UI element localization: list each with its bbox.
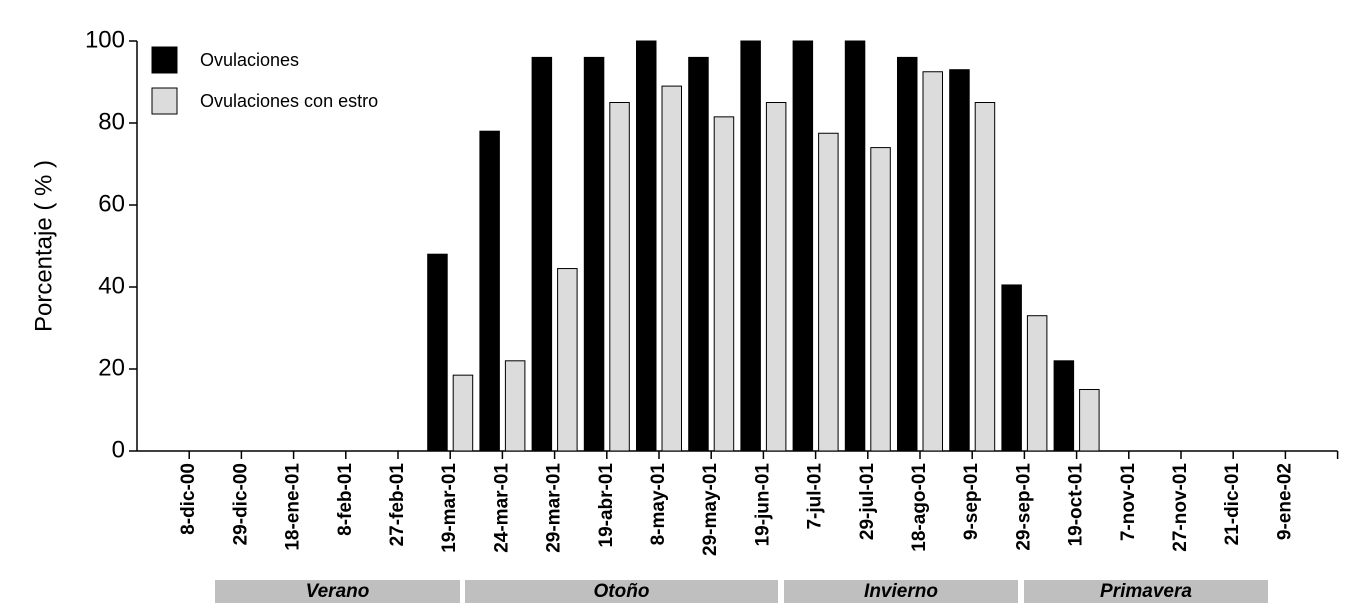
bar	[844, 40, 866, 452]
season-box	[1024, 580, 1268, 603]
bar	[974, 102, 996, 452]
bar	[557, 268, 578, 452]
bar	[1026, 315, 1048, 452]
bar	[504, 360, 526, 452]
season-box	[784, 580, 1018, 603]
y-axis-label: Porcentaje ( % )	[30, 160, 57, 332]
x-tick-label: 19-oct-01	[1066, 463, 1087, 547]
x-tick-label: 8-dic-00	[178, 463, 199, 535]
x-tick-label: 19-abr-01	[596, 463, 617, 548]
bar	[609, 102, 630, 452]
bar	[479, 130, 500, 452]
x-tick-label: 27-feb-01	[387, 463, 408, 547]
bar	[1079, 389, 1100, 452]
x-tick-label: 21-dic-01	[1222, 463, 1243, 546]
legend-label: Ovulaciones con estro	[200, 91, 378, 111]
bar	[427, 253, 448, 452]
x-tick-label: 18-ago-01	[909, 463, 930, 552]
bar	[636, 40, 657, 452]
x-tick-label: 7-nov-01	[1118, 463, 1139, 542]
x-tick-label: 19-mar-01	[439, 463, 460, 553]
y-tick-label: 100	[85, 26, 125, 53]
bar	[531, 56, 553, 452]
x-tick-label: 27-nov-01	[1170, 463, 1191, 552]
season-box	[215, 580, 460, 603]
season-label: Verano	[306, 581, 370, 602]
y-tick-label: 0	[112, 436, 125, 463]
x-tick-label: 18-ene-01	[283, 463, 304, 551]
y-tick-label: 40	[98, 272, 125, 299]
bar	[897, 56, 918, 452]
bar	[713, 116, 735, 452]
x-tick-label: 8-may-01	[648, 463, 669, 546]
season-label: Invierno	[864, 581, 938, 602]
bar	[949, 69, 970, 452]
season-label: Otoño	[594, 581, 650, 602]
x-tick-label: 19-jun-01	[752, 463, 773, 547]
bar	[922, 71, 943, 452]
x-tick-label: 24-mar-01	[491, 463, 512, 553]
legend-label: Ovulaciones	[200, 50, 299, 70]
x-tick-label: 8-feb-01	[335, 463, 356, 536]
x-tick-label: 29-jul-01	[857, 463, 878, 541]
x-tick-label: 9-sep-01	[961, 463, 982, 541]
x-tick-label: 29-mar-01	[544, 463, 565, 553]
x-tick-label: 7-jul-01	[805, 463, 826, 530]
legend-swatch	[151, 87, 178, 115]
legend-swatch	[151, 46, 178, 74]
x-tick-label: 29-dic-00	[230, 463, 251, 545]
bar	[765, 102, 787, 452]
bar	[792, 40, 814, 452]
y-tick-label: 80	[98, 108, 125, 135]
bar	[1001, 284, 1022, 452]
bar	[583, 56, 605, 452]
season-box	[465, 580, 778, 603]
y-tick-label: 60	[98, 190, 125, 217]
bar	[661, 85, 682, 452]
bar	[1053, 360, 1075, 452]
bar	[452, 374, 474, 452]
x-tick-label: 9-ene-02	[1274, 463, 1295, 540]
x-tick-label: 29-may-01	[700, 463, 721, 556]
bar	[740, 40, 761, 452]
bar	[688, 56, 709, 452]
y-tick-label: 20	[98, 354, 125, 381]
season-label: Primavera	[1100, 581, 1192, 602]
bar	[818, 132, 839, 452]
bar	[870, 147, 891, 452]
x-tick-label: 29-sep-01	[1013, 463, 1034, 551]
